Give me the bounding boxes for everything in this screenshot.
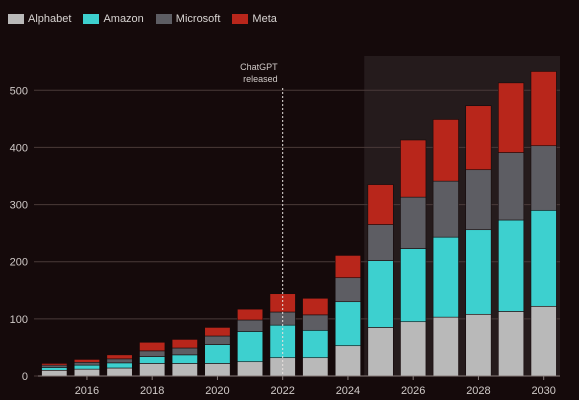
bar-segment-alphabet-2019 xyxy=(171,363,198,377)
annotation-text: ChatGPT xyxy=(240,62,278,72)
y-tick-label: 200 xyxy=(10,257,28,269)
bar-segment-meta-2029 xyxy=(498,82,525,153)
bar-segment-alphabet-2025 xyxy=(367,327,394,377)
bar-segment-alphabet-2029 xyxy=(498,311,525,377)
x-tick-label: 2020 xyxy=(205,385,229,397)
bar-segment-alphabet-2017 xyxy=(106,367,133,377)
bar-segment-amazon-2030 xyxy=(530,209,557,307)
bar-segment-meta-2018 xyxy=(139,341,166,352)
bar-segment-amazon-2029 xyxy=(498,219,525,312)
bar-segment-meta-2026 xyxy=(400,139,427,198)
bar-segment-alphabet-2016 xyxy=(73,368,100,377)
legend-label-meta: Meta xyxy=(252,13,277,25)
bar-segment-meta-2019 xyxy=(171,339,198,349)
bar-segment-microsoft-2019 xyxy=(171,347,198,356)
bar-segment-alphabet-2023 xyxy=(302,357,329,377)
x-tick-label: 2016 xyxy=(75,385,99,397)
bar-segment-microsoft-2018 xyxy=(139,350,166,357)
legend-item-meta: Meta xyxy=(232,13,277,25)
bar-segment-microsoft-2020 xyxy=(204,335,231,345)
bar-segment-microsoft-2026 xyxy=(400,196,427,249)
bar-segment-meta-2027 xyxy=(432,119,459,182)
bar-segment-amazon-2028 xyxy=(465,229,492,315)
x-tick-label: 2026 xyxy=(401,385,425,397)
annotation-text: released xyxy=(243,74,278,84)
y-tick-label: 0 xyxy=(22,371,28,383)
bar-segment-amazon-2015 xyxy=(41,367,68,371)
bar-segment-alphabet-2030 xyxy=(530,305,557,377)
legend-label-amazon: Amazon xyxy=(103,13,144,25)
y-tick-label: 300 xyxy=(10,200,28,212)
x-tick-label: 2028 xyxy=(466,385,490,397)
bar-segment-amazon-2020 xyxy=(204,344,231,364)
bar-segment-amazon-2021 xyxy=(237,331,264,363)
bar-segment-alphabet-2020 xyxy=(204,363,231,377)
y-tick-label: 100 xyxy=(10,314,28,326)
bar-segment-meta-2021 xyxy=(237,308,264,321)
legend-swatch-amazon xyxy=(83,14,100,24)
bar-segment-microsoft-2030 xyxy=(530,145,557,211)
bar-segment-microsoft-2024 xyxy=(334,277,361,303)
bar-segment-meta-2030 xyxy=(530,71,557,147)
legend-item-amazon: Amazon xyxy=(83,13,144,25)
bar-segment-meta-2016 xyxy=(73,359,100,363)
legend-swatch-meta xyxy=(232,14,249,24)
bar-segment-meta-2028 xyxy=(465,105,492,171)
bar-segment-microsoft-2027 xyxy=(432,180,459,238)
bar-segment-meta-2017 xyxy=(106,354,133,360)
legend-label-microsoft: Microsoft xyxy=(175,13,221,25)
bar-segment-microsoft-2028 xyxy=(465,169,492,231)
bar-segment-microsoft-2015 xyxy=(41,364,68,368)
bar-segment-alphabet-2024 xyxy=(334,345,361,377)
y-tick-label: 400 xyxy=(10,142,28,154)
bar-segment-amazon-2016 xyxy=(73,364,100,370)
bar-segment-alphabet-2021 xyxy=(237,361,264,377)
forecast-shaded-region xyxy=(364,56,560,376)
bar-segment-alphabet-2018 xyxy=(139,363,166,377)
bar-segment-microsoft-2025 xyxy=(367,224,394,261)
bar-segment-microsoft-2021 xyxy=(237,319,264,332)
bar-segment-microsoft-2029 xyxy=(498,152,525,221)
x-tick-label: 2030 xyxy=(531,385,555,397)
bar-segment-amazon-2023 xyxy=(302,329,329,359)
bar-segment-alphabet-2028 xyxy=(465,313,492,377)
x-tick-label: 2024 xyxy=(336,385,360,397)
legend-item-alphabet: Alphabet xyxy=(8,13,71,25)
bar-segment-microsoft-2016 xyxy=(73,361,100,366)
x-tick-label: 2018 xyxy=(140,385,164,397)
bar-segment-meta-2020 xyxy=(204,327,231,337)
bar-segment-alphabet-2026 xyxy=(400,321,427,377)
bar-segment-alphabet-2015 xyxy=(41,369,68,377)
bar-segment-microsoft-2023 xyxy=(302,314,329,331)
bar-segment-meta-2023 xyxy=(302,297,329,316)
bar-segment-amazon-2019 xyxy=(171,354,198,364)
bar-segment-meta-2024 xyxy=(334,255,361,279)
x-tick-label: 2022 xyxy=(270,385,294,397)
bar-segment-amazon-2027 xyxy=(432,236,459,318)
bar-segment-amazon-2017 xyxy=(106,362,133,369)
legend-swatch-microsoft xyxy=(155,14,172,24)
bar-segment-alphabet-2027 xyxy=(432,316,459,377)
bar-segment-meta-2025 xyxy=(367,184,394,225)
y-tick-label: 500 xyxy=(10,85,28,97)
legend: Alphabet Amazon Microsoft Meta xyxy=(8,13,289,25)
bar-segment-amazon-2025 xyxy=(367,260,394,328)
bar-segment-amazon-2026 xyxy=(400,248,427,323)
bar-segment-amazon-2024 xyxy=(334,301,361,347)
legend-swatch-alphabet xyxy=(8,14,24,24)
bar-segment-microsoft-2017 xyxy=(106,358,133,364)
bar-segment-meta-2015 xyxy=(41,363,68,366)
legend-label-alphabet: Alphabet xyxy=(28,13,72,25)
legend-item-microsoft: Microsoft xyxy=(155,13,221,25)
bar-segment-amazon-2018 xyxy=(139,356,166,364)
